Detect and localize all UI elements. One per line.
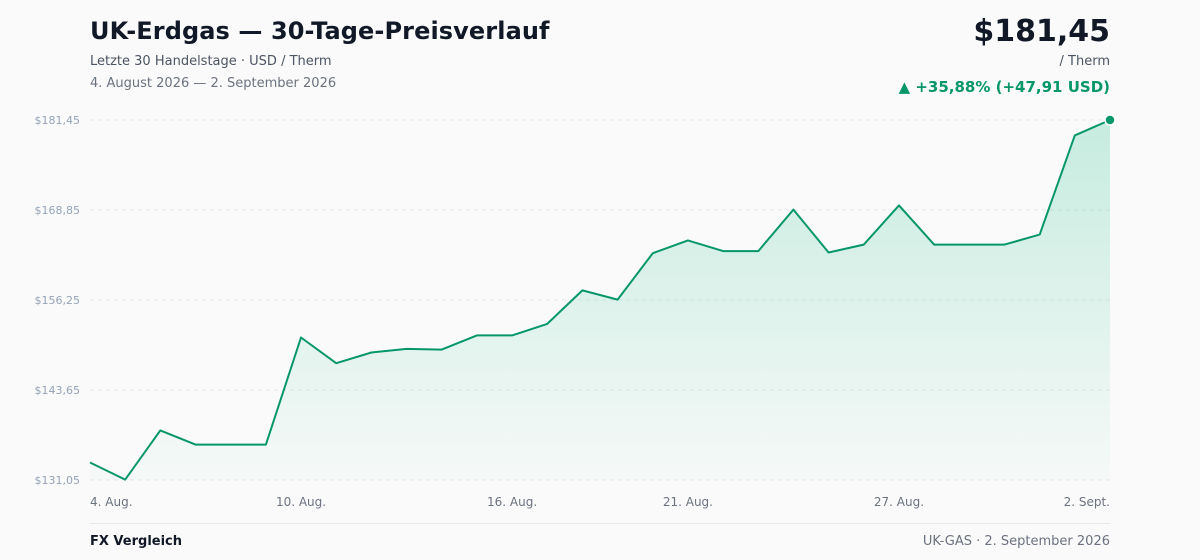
price-unit: / Therm — [1059, 54, 1110, 69]
x-tick-label: 2. Sept. — [1064, 495, 1110, 509]
current-price: $181,45 — [973, 14, 1110, 49]
footer-info: UK-GAS · 2. September 2026 — [922, 534, 1110, 549]
x-tick-label: 4. Aug. — [90, 495, 133, 509]
x-tick-label: 10. Aug. — [276, 495, 326, 509]
y-axis: $131,05 $143,65 $156,25 $168,85 $181,45 — [35, 114, 81, 487]
chart-title: UK-Erdgas — 30-Tage-Preisverlauf — [90, 17, 550, 45]
chart-subtitle: Letzte 30 Handelstage · USD / Therm — [90, 54, 332, 69]
last-price-marker — [1104, 114, 1116, 126]
price-change: ▲ +35,88% (+47,91 USD) — [898, 78, 1110, 96]
y-tick-label: $156,25 — [35, 294, 81, 307]
x-axis: 4. Aug. 10. Aug. 16. Aug. 21. Aug. 27. Aug. 2… — [90, 495, 1110, 509]
brand-label: FX Vergleich — [90, 534, 183, 549]
x-tick-label: 16. Aug. — [487, 495, 537, 509]
y-tick-label: $181,45 — [35, 114, 81, 127]
y-tick-label: $143,65 — [35, 384, 81, 397]
x-tick-label: 27. Aug. — [874, 495, 924, 509]
price-area — [90, 120, 1110, 480]
y-tick-label: $131,05 — [35, 474, 81, 487]
footer-divider — [90, 523, 1110, 524]
y-tick-label: $168,85 — [35, 204, 81, 217]
date-range: 4. August 2026 — 2. September 2026 — [90, 76, 337, 91]
x-tick-label: 21. Aug. — [663, 495, 713, 509]
price-line — [89, 119, 1111, 481]
